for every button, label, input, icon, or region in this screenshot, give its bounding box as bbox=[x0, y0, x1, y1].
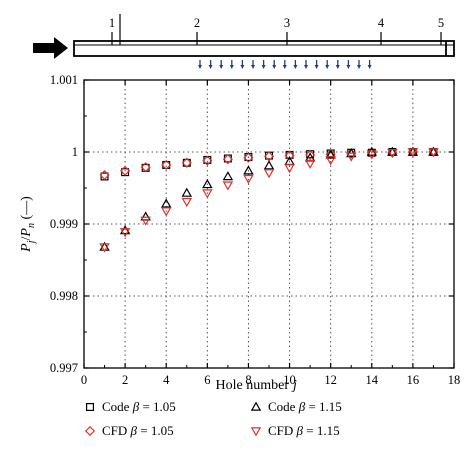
x-tick-label: 6 bbox=[204, 373, 210, 387]
data-point-series-4 bbox=[263, 169, 275, 179]
data-point-series-4 bbox=[181, 197, 193, 208]
x-tick-label: 16 bbox=[407, 373, 420, 387]
data-point-series-4 bbox=[325, 156, 336, 166]
data-point-series-3 bbox=[263, 160, 275, 170]
data-point-series-4 bbox=[366, 150, 378, 160]
data-point-series-2 bbox=[202, 155, 213, 166]
data-point-series-2 bbox=[346, 148, 357, 159]
data-point-series-4 bbox=[345, 152, 357, 162]
data-point-series-4 bbox=[407, 148, 419, 158]
y-tick-label: 0.999 bbox=[50, 217, 78, 231]
legend-label-3: Code β = 1.15 bbox=[268, 399, 342, 414]
y-tick-label: 0.997 bbox=[50, 361, 78, 375]
data-point-series-3 bbox=[202, 178, 213, 189]
x-tick-label: 14 bbox=[366, 373, 379, 387]
data-point-series-4 bbox=[140, 216, 151, 226]
data-point-series-3 bbox=[119, 225, 131, 235]
data-point-series-2 bbox=[243, 152, 254, 163]
data-point-series-4 bbox=[284, 164, 295, 174]
data-point-series-3 bbox=[387, 146, 398, 156]
outflow-hole-arrows bbox=[198, 60, 372, 69]
y-tick-labels: 0.997 0.998 0.999 1 1.001 bbox=[50, 73, 78, 375]
y-tick-label: 0.998 bbox=[50, 289, 78, 303]
data-point-series-4 bbox=[222, 181, 234, 191]
legend-marker-3 bbox=[250, 401, 262, 411]
data-point-series-4 bbox=[119, 228, 131, 238]
data-point-series-3 bbox=[140, 211, 151, 221]
data-point-series-2 bbox=[161, 159, 172, 171]
x-tick-label: 12 bbox=[324, 373, 337, 387]
x-tick-label: 4 bbox=[163, 373, 170, 387]
data-point-series-3 bbox=[160, 198, 172, 208]
legend-label-1: Code β = 1.05 bbox=[102, 399, 176, 414]
x-tick-labels: 0 2 4 6 8 10 12 14 16 18 bbox=[81, 373, 460, 387]
x-tick-label: 10 bbox=[283, 373, 296, 387]
legend-marker-1 bbox=[85, 403, 94, 412]
y-tick-label: 1.001 bbox=[50, 73, 78, 87]
data-point-series-4 bbox=[304, 159, 316, 169]
data-point-series-4 bbox=[99, 243, 110, 253]
data-point-series-3 bbox=[243, 165, 254, 175]
legend-marker-2 bbox=[84, 425, 96, 437]
y-axis-label: Pj/Pn (—) bbox=[19, 196, 37, 253]
grid bbox=[84, 80, 454, 368]
pipe-schematic: 1 2 3 4 5 bbox=[33, 14, 455, 69]
legend-label-4: CFD β = 1.15 bbox=[268, 423, 340, 438]
legend: Code β = 1.05 CFD β = 1.05 Code β = 1.15 CF… bbox=[84, 399, 342, 438]
data-point-series-4 bbox=[428, 148, 439, 158]
section-label-2: 2 bbox=[194, 16, 200, 30]
data-point-series-2 bbox=[120, 165, 131, 176]
data-point-series-2 bbox=[99, 169, 110, 181]
legend-label-2: CFD β = 1.05 bbox=[102, 423, 174, 438]
data-point-series-2 bbox=[305, 149, 316, 160]
section-label-3: 3 bbox=[284, 16, 290, 30]
data-markers bbox=[99, 146, 439, 253]
x-tick-label: 2 bbox=[122, 373, 128, 387]
data-point-series-4 bbox=[202, 189, 213, 199]
x-tick-label: 8 bbox=[245, 373, 251, 387]
section-label-4: 4 bbox=[378, 16, 385, 30]
x-tick-label: 0 bbox=[81, 373, 87, 387]
data-point-series-2 bbox=[140, 162, 151, 173]
data-point-series-2 bbox=[222, 154, 233, 165]
data-point-series-2 bbox=[181, 157, 192, 168]
data-point-series-3 bbox=[222, 171, 234, 181]
data-point-series-3 bbox=[181, 187, 193, 197]
x-axis-label: Hole number bbox=[216, 378, 290, 393]
data-point-series-3 bbox=[325, 149, 336, 159]
inlet-arrow bbox=[33, 37, 68, 59]
data-point-series-4 bbox=[160, 207, 172, 217]
section-label-1: 1 bbox=[109, 16, 115, 30]
data-point-series-4 bbox=[243, 174, 254, 185]
x-tick-label: 18 bbox=[448, 373, 461, 387]
data-point-series-4 bbox=[387, 148, 398, 159]
axis-ticks bbox=[83, 79, 455, 369]
section-label-5: 5 bbox=[438, 16, 444, 30]
x-axis-label-variable: j bbox=[291, 378, 297, 393]
data-point-series-2 bbox=[284, 150, 295, 161]
pipe-body bbox=[73, 40, 455, 57]
y-tick-label: 1 bbox=[72, 145, 78, 159]
legend-marker-4 bbox=[250, 427, 262, 437]
